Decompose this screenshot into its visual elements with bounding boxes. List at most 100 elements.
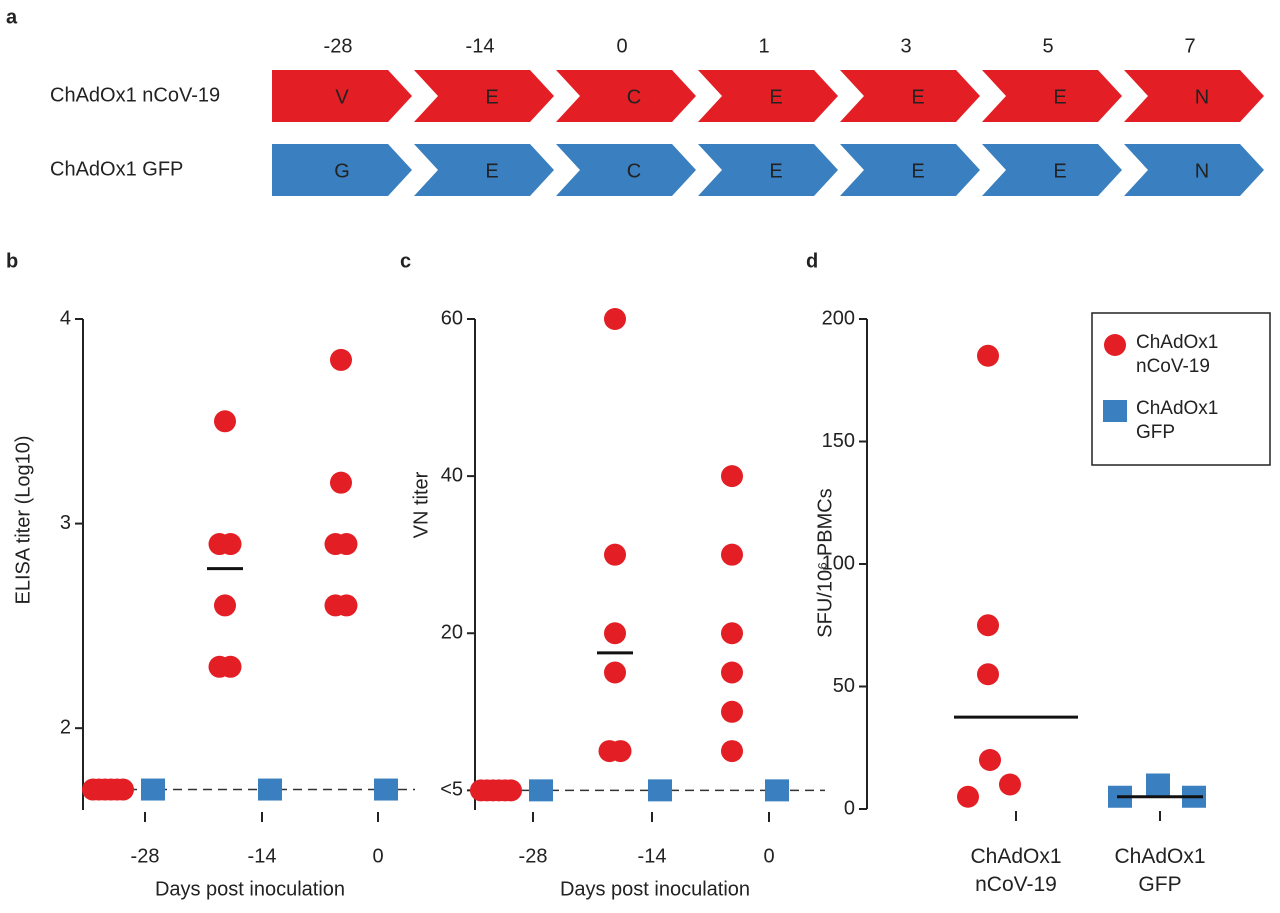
x-tick-label: 0	[763, 845, 774, 867]
chevron	[414, 144, 554, 196]
data-point	[214, 594, 236, 617]
data-point	[957, 785, 979, 808]
step-letter: E	[769, 160, 782, 182]
data-point	[604, 308, 626, 330]
data-point	[979, 749, 1001, 771]
step-letter: E	[485, 86, 498, 108]
data-point	[335, 594, 358, 617]
data-point	[529, 779, 553, 802]
step-letter: C	[627, 86, 641, 108]
data-point	[219, 533, 242, 556]
y-axis-label: VN titer	[410, 471, 432, 538]
data-point	[721, 740, 743, 763]
row-label: ChAdOx1 nCoV-19	[50, 84, 220, 106]
x-tick-label: 0	[372, 845, 383, 867]
day-label: 1	[758, 35, 769, 57]
data-point	[219, 655, 242, 678]
step-letter: E	[769, 86, 782, 108]
panel-label: c	[400, 250, 411, 272]
y-tick-label: 150	[822, 430, 855, 452]
data-point	[977, 344, 999, 367]
data-point	[1146, 773, 1170, 796]
chevron	[272, 70, 412, 122]
chevron	[840, 70, 980, 122]
data-point	[977, 614, 999, 637]
step-letter: E	[485, 160, 498, 182]
y-axis-label: SFU/10⁶ PBMCs	[814, 488, 836, 637]
day-label: -28	[324, 35, 353, 57]
data-point	[374, 778, 398, 801]
day-label: 3	[900, 35, 911, 57]
chevron	[698, 70, 838, 122]
x-tick-label: -14	[248, 845, 277, 867]
chevron	[698, 144, 838, 196]
day-label: 0	[616, 35, 627, 57]
data-point	[721, 622, 743, 645]
legend-marker	[1103, 400, 1127, 422]
panel-label: b	[6, 250, 18, 272]
panel-label: d	[806, 250, 818, 272]
data-point	[604, 661, 626, 684]
step-letter: E	[1053, 86, 1066, 108]
legend-label: ChAdOx1 nCoV-19	[1136, 332, 1219, 377]
chevron	[272, 144, 412, 196]
step-letter: E	[911, 86, 924, 108]
data-point	[335, 533, 358, 556]
legend-label: ChAdOx1 GFP	[1136, 398, 1219, 443]
data-point	[721, 661, 743, 684]
data-point	[141, 778, 165, 801]
y-tick-label: 4	[60, 307, 71, 329]
data-point	[604, 543, 626, 566]
x-axis-label: Days post inoculation	[155, 878, 345, 900]
step-letter: E	[911, 160, 924, 182]
y-tick-label: 60	[441, 307, 463, 329]
chevron	[556, 144, 696, 196]
data-point	[112, 778, 134, 801]
chevron	[414, 70, 554, 122]
step-letter: N	[1195, 160, 1209, 182]
data-point	[330, 471, 352, 494]
data-point	[258, 778, 282, 801]
y-tick-label: 2	[60, 716, 71, 738]
step-letter: E	[1053, 160, 1066, 182]
day-label: 5	[1042, 35, 1053, 57]
data-point	[977, 663, 999, 686]
x-tick-label: -28	[519, 845, 548, 867]
legend-marker	[1104, 334, 1126, 356]
data-point	[609, 740, 632, 763]
step-letter: N	[1195, 86, 1209, 108]
chevron	[556, 70, 696, 122]
y-tick-label: 100	[822, 552, 855, 574]
chevron	[982, 70, 1122, 122]
step-letter: V	[335, 86, 349, 108]
y-tick-label: 40	[441, 464, 463, 486]
y-tick-label: 0	[844, 797, 855, 819]
data-point	[721, 465, 743, 488]
chevron	[1124, 144, 1264, 196]
day-label: -14	[466, 35, 495, 57]
y-tick-label: 50	[833, 675, 855, 697]
step-letter: C	[627, 160, 641, 182]
x-axis-label: Days post inoculation	[560, 878, 750, 900]
data-point	[721, 700, 743, 723]
step-letter: G	[334, 160, 350, 182]
day-label: 7	[1184, 35, 1195, 57]
y-tick-label: 200	[822, 307, 855, 329]
x-tick-label: -14	[638, 845, 667, 867]
x-tick-label: -28	[131, 845, 160, 867]
data-point	[604, 622, 626, 645]
data-point	[765, 779, 789, 802]
data-point	[721, 543, 743, 566]
data-point	[330, 348, 352, 371]
chevron	[840, 144, 980, 196]
x-tick-label: ChAdOx1 nCoV-19	[970, 845, 1062, 896]
data-point	[999, 773, 1021, 796]
chevron	[982, 144, 1122, 196]
y-axis-label: ELISA titer (Log10)	[12, 436, 34, 605]
y-tick-label: <5	[440, 779, 463, 801]
row-label: ChAdOx1 GFP	[50, 158, 183, 180]
x-tick-label: ChAdOx1 GFP	[1114, 845, 1206, 896]
y-tick-label: 3	[60, 512, 71, 534]
